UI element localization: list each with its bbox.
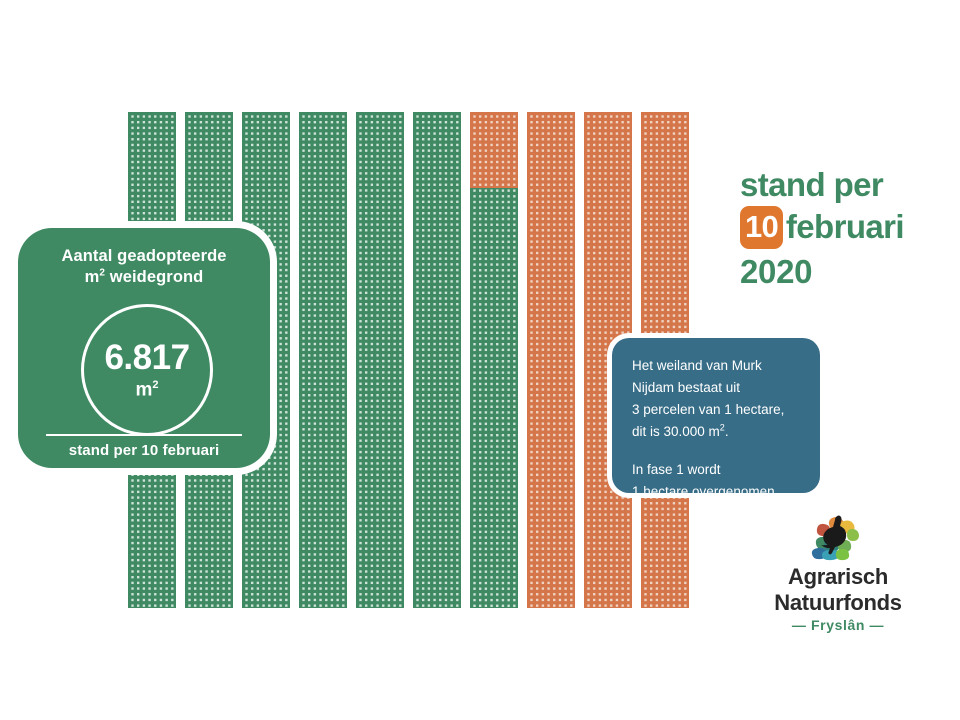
badge-title: Aantal geadopteerde m2 weidegrond	[18, 246, 270, 287]
badge-footer: stand per 10 februari	[68, 442, 220, 459]
parcel-column-8-orange	[527, 112, 575, 608]
note-p1-line2: Nijdam bestaat uit	[632, 379, 741, 395]
note-paragraph-2: In fase 1 wordt 1 hectare overgenomen.	[632, 459, 804, 503]
headline-line1: stand per	[740, 166, 884, 203]
note-paragraph-1: Het weiland van Murk Nijdam bestaat uit …	[632, 355, 804, 443]
parcel-column-5-green	[356, 112, 404, 608]
adopted-area-badge: Aantal geadopteerde m2 weidegrond 6.817 …	[18, 228, 270, 468]
headline-line2: 10 februari	[740, 205, 955, 249]
parcel-column-6-green	[413, 112, 461, 608]
organisation-logo: Agrarisch Natuurfonds — Fryslân —	[727, 512, 949, 633]
parcel-column-7-green	[470, 188, 518, 608]
headline-day-chip: 10	[740, 205, 783, 249]
headline: stand per 10 februari 2020	[740, 168, 955, 288]
note-p1-line3: 3 percelen van 1 hectare,	[632, 401, 785, 417]
headline-year: 2020	[740, 252, 813, 290]
note-p1-line1: Het weiland van Murk	[632, 358, 762, 373]
badge-title-unit: m2 weidegrond	[84, 267, 204, 286]
badge-unit: m2	[135, 379, 159, 401]
note-p1-line4: dit is 30.000 m2.	[632, 422, 729, 440]
headline-month: februari	[785, 208, 905, 246]
note-p2-line1: In fase 1 wordt	[632, 461, 721, 477]
note-p2-line2: 1 hectare overgenomen.	[632, 483, 779, 499]
logo-name: Agrarisch Natuurfonds	[774, 564, 902, 615]
parcel-column-7-orange	[470, 112, 518, 188]
logo-subtitle: — Fryslân —	[791, 617, 885, 633]
badge-number: 6.817	[104, 338, 190, 378]
parcel-column-4-green	[299, 112, 347, 608]
badge-value-circle: 6.817 m2	[81, 304, 213, 436]
badge-title-line1: Aantal geadopteerde	[61, 247, 227, 265]
note-spacer	[632, 443, 804, 459]
explanation-note: Het weiland van Murk Nijdam bestaat uit …	[612, 338, 820, 499]
badge-divider	[46, 434, 242, 436]
lapwing-bird-mosaic-icon	[811, 515, 859, 561]
